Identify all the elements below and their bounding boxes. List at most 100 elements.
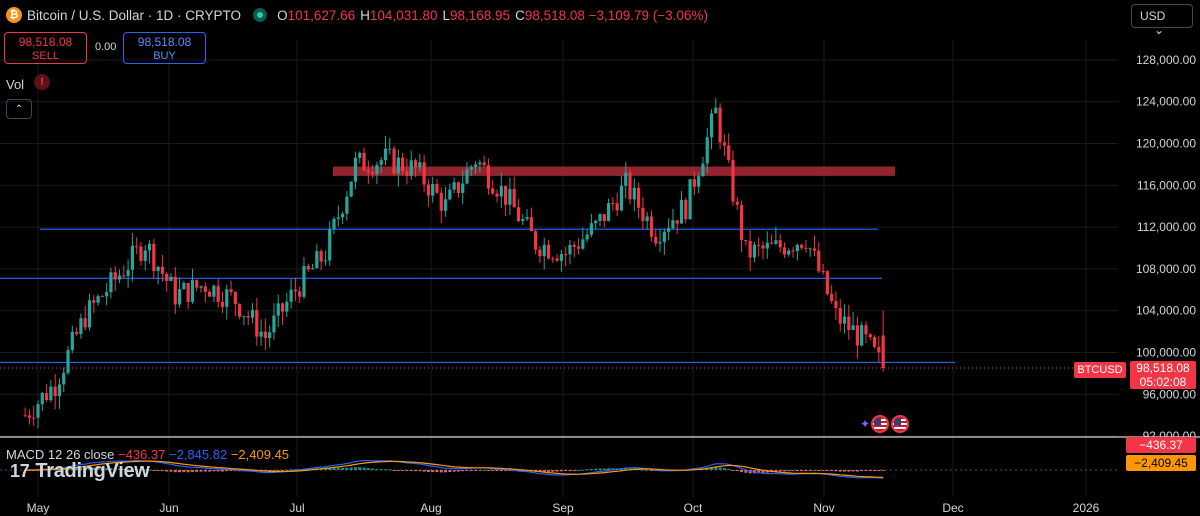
candle [92, 300, 96, 303]
horizontal-lines-layer [0, 228, 1128, 369]
macd-histogram-bar [821, 470, 825, 471]
macd-histogram-bar [504, 470, 508, 472]
candle [521, 219, 525, 222]
macd-histogram-bar [160, 470, 164, 472]
macd-histogram-value: −436.37 [118, 447, 166, 462]
candle [285, 301, 289, 312]
macd-histogram-bar [126, 469, 130, 471]
macd-histogram-bar [456, 470, 460, 472]
economic-events[interactable]: ✦ [860, 414, 911, 434]
macd-histogram-bar [173, 470, 177, 473]
currency-select[interactable]: USD ⌄ [1131, 4, 1193, 37]
candle [418, 162, 422, 168]
macd-histogram-bar [444, 470, 448, 473]
macd-histogram-bar [731, 470, 735, 471]
candle [152, 243, 156, 272]
collapse-button[interactable]: ⌃ [6, 99, 32, 119]
sell-button[interactable]: 98,518.08 SELL [4, 32, 87, 64]
candle [160, 266, 165, 274]
macd-histogram-bar [70, 467, 74, 470]
macd-legend[interactable]: MACD 12 26 close −436.37 −2,845.82 −2,40… [6, 447, 289, 462]
macd-histogram-bar [881, 470, 885, 471]
warning-icon[interactable]: ! [34, 74, 50, 90]
candle [358, 152, 362, 158]
macd-histogram-bar [190, 470, 194, 472]
macd-histogram-bar [808, 470, 812, 471]
candle [298, 291, 302, 297]
candle [551, 258, 555, 260]
candle [225, 289, 229, 307]
candle [276, 303, 280, 316]
candle [842, 316, 847, 324]
macd-histogram-bar [152, 470, 156, 471]
candle [834, 301, 838, 309]
candle [319, 251, 323, 262]
candle [105, 292, 109, 297]
candle [177, 289, 182, 305]
macd-histogram-bar [353, 467, 357, 470]
x-tick-label: 2026 [1073, 501, 1100, 515]
candle [23, 415, 27, 417]
volume-label[interactable]: Vol [6, 77, 25, 92]
candle [426, 184, 430, 196]
macd-title: MACD 12 26 close [6, 447, 115, 462]
candle [688, 179, 692, 220]
macd-histogram-bar [130, 469, 134, 471]
candle [49, 386, 53, 401]
candle [388, 148, 392, 150]
macd-histogram-bar [96, 467, 100, 470]
candle [130, 245, 134, 270]
x-tick-label: Sep [552, 501, 574, 515]
market-status-icon[interactable] [253, 8, 268, 22]
macd-histogram-bar [860, 470, 864, 472]
macd-histogram-bar [461, 470, 465, 472]
macd-histogram-bar [843, 470, 847, 472]
candle [362, 152, 366, 171]
candle [190, 280, 195, 302]
candle [469, 166, 473, 170]
candle [302, 266, 306, 297]
macd-histogram-bar [825, 470, 829, 471]
macd-histogram-bar [495, 470, 499, 471]
macd-histogram-bar [778, 470, 782, 472]
macd-histogram-bar [864, 470, 868, 471]
symbol-title[interactable]: Bitcoin / U.S. Dollar · 1D · CRYPTO [27, 7, 242, 23]
us-flag-icon[interactable] [891, 415, 910, 433]
candle [117, 275, 122, 280]
candle [272, 315, 276, 333]
candle [473, 164, 478, 167]
candle [36, 404, 40, 418]
tradingview-wordmark: TradingView [35, 460, 150, 482]
x-tick-label: Aug [420, 501, 441, 515]
candle [727, 145, 731, 160]
y-tick-label: 124,000.00 [1136, 95, 1196, 109]
candle [722, 142, 726, 146]
candle [328, 229, 332, 261]
candle [66, 350, 70, 373]
macd-histogram-bar [834, 470, 838, 472]
buy-button[interactable]: 98,518.08 BUY [123, 32, 206, 64]
candle [349, 181, 353, 197]
candle [216, 285, 220, 302]
macd-histogram-bar [641, 469, 645, 471]
macd-histogram-bar [220, 470, 224, 472]
macd-histogram-bar [66, 468, 70, 470]
sell-price: 98,518.08 [18, 35, 73, 49]
chart-header: ₿ Bitcoin / U.S. Dollar · 1D · CRYPTO O1… [6, 5, 713, 25]
macd-histogram-tag: −436.37 [1126, 437, 1196, 453]
macd-histogram-bar [873, 470, 877, 471]
candle [645, 216, 649, 222]
candle [371, 172, 375, 175]
y-tick-label: 104,000.00 [1136, 304, 1196, 318]
macd-histogram-bar [649, 470, 653, 471]
us-flag-icon[interactable] [871, 415, 890, 433]
macd-histogram-bar [405, 470, 409, 472]
candle [606, 203, 611, 222]
macd-histogram-bar [358, 467, 362, 470]
tradingview-logo[interactable]: 17 TradingView [10, 460, 150, 483]
macd-histogram-bar [727, 468, 731, 470]
candle [800, 244, 804, 248]
candle [641, 207, 645, 222]
macd-histogram-bar [491, 470, 495, 471]
